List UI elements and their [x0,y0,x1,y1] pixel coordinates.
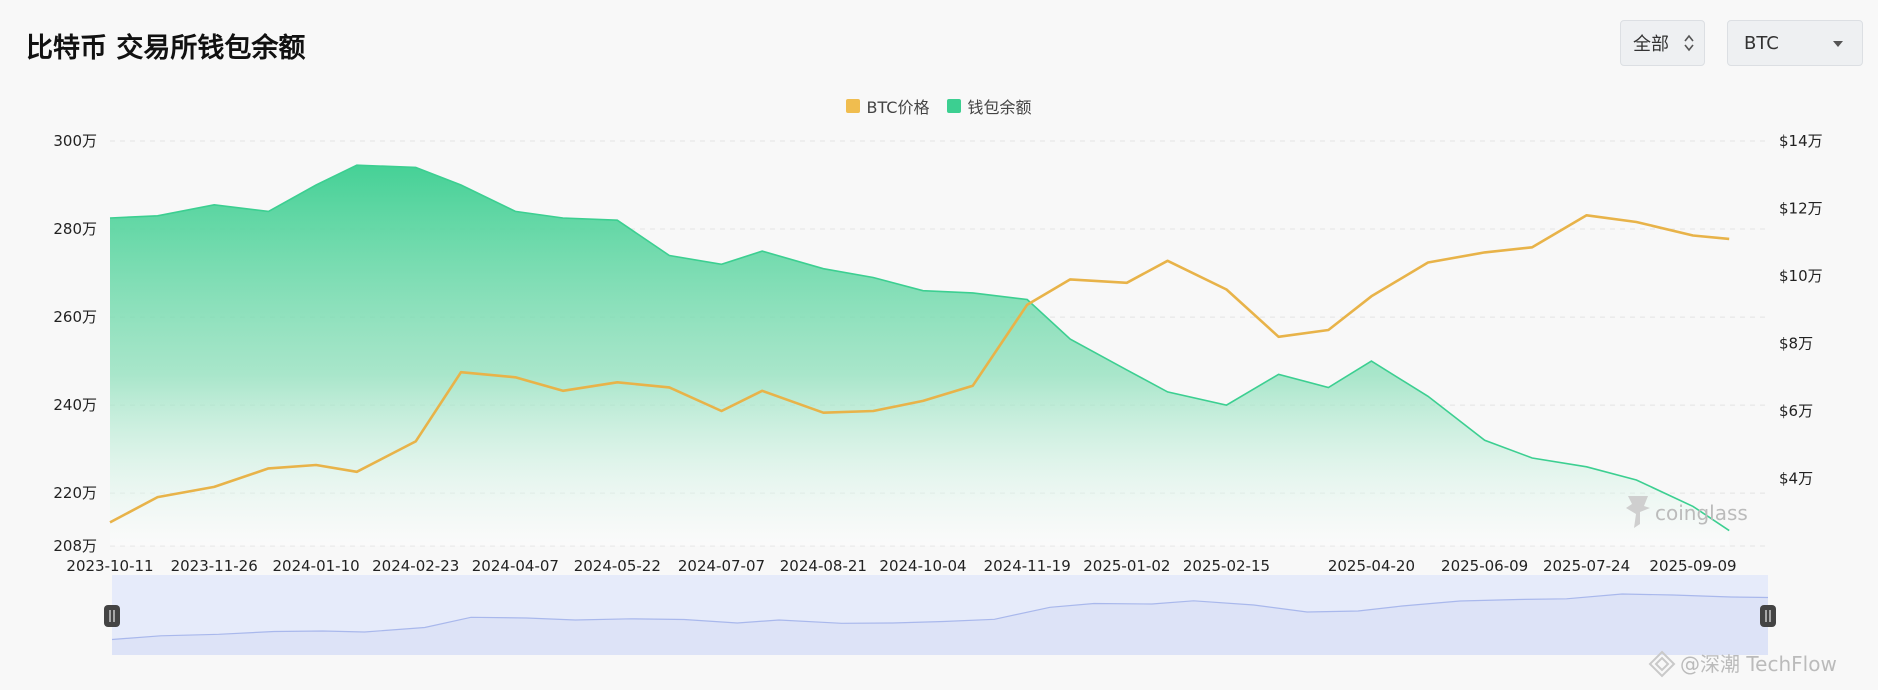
x-tick-label: 2025-04-20 [1328,557,1415,575]
x-tick-label: 2024-05-22 [574,557,661,575]
time-range-label: 全部 [1633,34,1669,55]
x-tick-label: 2024-07-07 [678,557,765,575]
legend-item-price[interactable]: BTC价格 [846,94,929,118]
y-right-tick-label: $14万 [1779,132,1823,150]
navigator-handle-left[interactable] [104,605,120,627]
x-tick-label: 2025-06-09 [1441,557,1528,575]
chart-legend: BTC价格 钱包余额 [0,94,1878,118]
techflow-logo-icon [1648,650,1676,678]
x-tick-label: 2024-10-04 [879,557,966,575]
balance-area-fill [110,165,1730,546]
y-right-tick-label: $6万 [1779,402,1813,420]
y-axis-left: 208万 220万 240万 260万 280万 300万 [53,132,97,555]
legend-swatch-balance [947,99,962,113]
navigator-area [112,594,1768,655]
legend-item-balance[interactable]: 钱包余额 [947,94,1032,118]
x-tick-label: 2024-01-10 [272,557,359,575]
range-navigator[interactable] [104,575,1776,655]
coinglass-logo-icon [1626,496,1650,528]
x-axis: 2023-10-11 2023-11-26 2024-01-10 2024-02-23… [66,557,1736,575]
x-tick-label: 2024-08-21 [780,557,867,575]
price-line [109,214,1730,524]
x-tick-label: 2024-02-23 [372,557,459,575]
balance-line [109,164,1730,532]
legend-label-price: BTC价格 [866,98,930,117]
coinglass-watermark: coinglass [1626,496,1748,528]
coinglass-watermark-text: coinglass [1655,501,1748,525]
caret-down-icon [1833,41,1843,47]
legend-label-balance: 钱包余额 [967,98,1032,117]
coin-select[interactable]: BTC [1727,20,1863,66]
y-left-tick-label: 208万 [53,537,97,555]
y-right-tick-label: $8万 [1779,335,1813,353]
x-tick-label: 2024-11-19 [984,557,1071,575]
y-axis-right: $4万 $6万 $8万 $10万 $12万 $14万 [1779,132,1823,488]
y-left-tick-label: 300万 [53,132,97,150]
page-title: 比特币 交易所钱包余额 [26,33,306,64]
x-tick-label: 2025-01-02 [1083,557,1170,575]
up-down-chevron-icon [1684,34,1694,52]
y-left-tick-label: 240万 [53,396,97,414]
balance-series [109,164,1730,546]
legend-swatch-price [846,99,861,113]
x-tick-label: 2025-02-15 [1183,557,1270,575]
y-left-tick-label: 220万 [53,484,97,502]
y-right-tick-label: $4万 [1779,470,1813,488]
techflow-watermark: @深潮 TechFlow [1648,650,1837,678]
y-left-tick-label: 260万 [53,308,97,326]
x-tick-label: 2025-09-09 [1649,557,1736,575]
coin-label: BTC [1744,32,1779,54]
y-right-tick-label: $10万 [1779,267,1823,285]
y-right-tick-label: $12万 [1779,200,1823,218]
time-range-select[interactable]: 全部 [1620,20,1705,66]
y-left-tick-label: 280万 [53,220,97,238]
techflow-watermark-text: @深潮 TechFlow [1680,652,1837,676]
price-series [109,214,1730,524]
x-tick-label: 2024-04-07 [472,557,559,575]
navigator-handle-right[interactable] [1760,605,1776,627]
x-tick-label: 2025-07-24 [1543,557,1630,575]
navigator-line [111,593,1769,641]
x-tick-label: 2023-10-11 [66,557,153,575]
x-tick-label: 2023-11-26 [171,557,258,575]
